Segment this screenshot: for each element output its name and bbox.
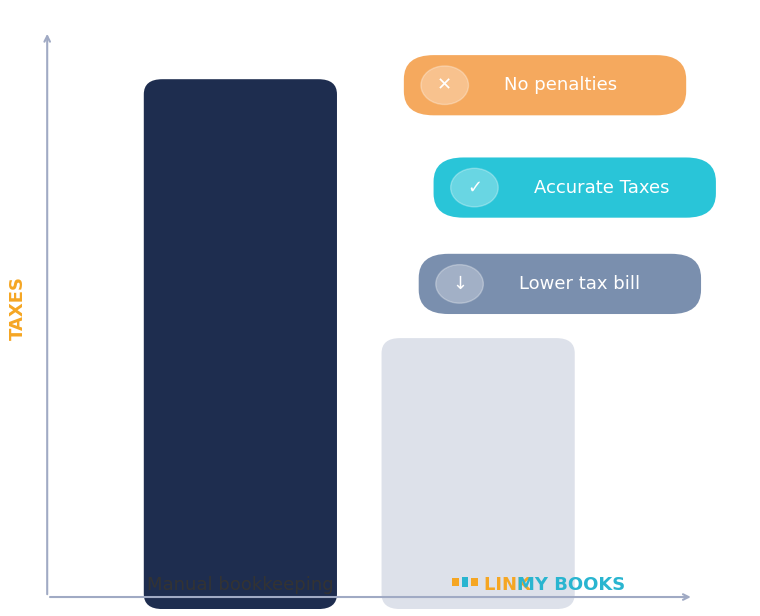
Text: No penalties: No penalties xyxy=(504,76,617,94)
FancyBboxPatch shape xyxy=(433,158,716,217)
Text: Manual bookkeeping: Manual bookkeeping xyxy=(147,576,334,594)
Circle shape xyxy=(435,265,483,303)
Text: ✓: ✓ xyxy=(467,179,482,197)
Circle shape xyxy=(451,168,499,207)
FancyBboxPatch shape xyxy=(144,79,337,609)
Text: TAXES: TAXES xyxy=(8,276,27,340)
Text: MY BOOKS: MY BOOKS xyxy=(517,576,625,594)
Text: ✕: ✕ xyxy=(437,76,452,94)
Text: ↓: ↓ xyxy=(452,275,467,293)
FancyBboxPatch shape xyxy=(382,338,575,609)
FancyBboxPatch shape xyxy=(452,578,459,586)
FancyBboxPatch shape xyxy=(471,578,478,586)
Text: Accurate Taxes: Accurate Taxes xyxy=(534,179,670,197)
Text: Lower tax bill: Lower tax bill xyxy=(519,275,640,293)
FancyBboxPatch shape xyxy=(462,577,468,588)
Circle shape xyxy=(421,66,468,105)
FancyBboxPatch shape xyxy=(404,55,686,115)
Text: LINK: LINK xyxy=(484,576,537,594)
FancyBboxPatch shape xyxy=(419,254,701,314)
